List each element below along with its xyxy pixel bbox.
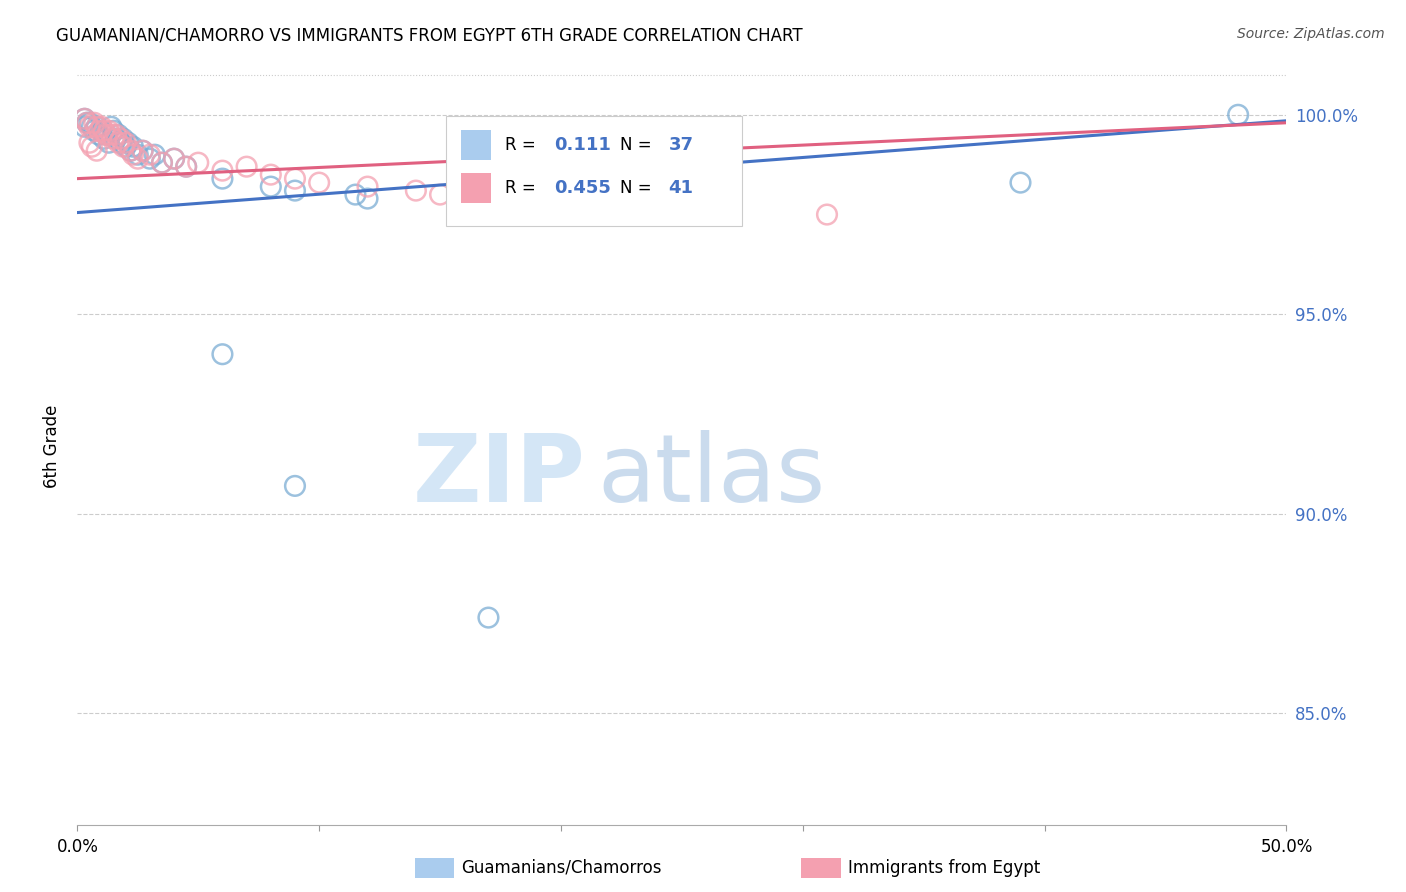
Y-axis label: 6th Grade: 6th Grade (44, 404, 62, 488)
Point (110, 136, 132, 150)
Point (139, 147, 162, 161)
Point (284, 479, 307, 493)
Point (211, 171, 233, 186)
Point (308, 176, 330, 190)
Point (79, 120, 101, 134)
Point (131, 144, 153, 158)
Point (90, 120, 112, 134)
Point (90, 124, 112, 138)
Point (83, 116, 105, 130)
Point (187, 155, 209, 169)
Point (127, 152, 149, 166)
Point (103, 132, 125, 146)
Point (114, 136, 136, 150)
FancyBboxPatch shape (446, 116, 742, 226)
Point (117, 136, 139, 150)
Point (79, 136, 101, 150)
Point (453, 192, 475, 206)
Text: GUAMANIAN/CHAMORRO VS IMMIGRANTS FROM EGYPT 6TH GRADE CORRELATION CHART: GUAMANIAN/CHAMORRO VS IMMIGRANTS FROM EG… (56, 27, 803, 45)
Text: R =: R = (505, 136, 541, 154)
Point (235, 160, 257, 174)
Text: R =: R = (505, 179, 541, 197)
Text: ZIP: ZIP (412, 430, 585, 523)
Point (107, 128, 129, 142)
Point (122, 139, 145, 153)
Point (76, 116, 98, 130)
Text: Immigrants from Egypt: Immigrants from Egypt (848, 859, 1040, 877)
Text: atlas: atlas (598, 430, 825, 523)
Point (174, 160, 197, 174)
Text: 0.111: 0.111 (554, 136, 610, 154)
Text: Source: ZipAtlas.com: Source: ZipAtlas.com (1237, 27, 1385, 41)
Point (112, 132, 135, 146)
Point (93, 124, 115, 138)
Point (122, 147, 145, 161)
Point (1010, 176, 1032, 190)
Point (127, 147, 149, 161)
Point (150, 155, 173, 169)
Point (96, 128, 118, 142)
Point (429, 187, 451, 202)
Point (143, 147, 166, 161)
Point (284, 184, 307, 198)
Point (550, 203, 572, 218)
Point (83, 124, 105, 138)
Point (112, 139, 135, 153)
Point (356, 192, 378, 206)
Point (211, 347, 233, 361)
Point (79, 116, 101, 130)
Text: 41: 41 (669, 179, 693, 197)
Text: N =: N = (620, 179, 657, 197)
Point (86, 120, 108, 134)
Point (815, 208, 838, 222)
Point (97, 136, 120, 150)
Point (73, 112, 96, 126)
Point (97, 124, 120, 138)
Point (405, 184, 427, 198)
Point (131, 144, 153, 158)
Point (96, 128, 118, 142)
Point (477, 195, 499, 210)
Point (86, 144, 108, 158)
Point (110, 132, 132, 146)
Point (86, 120, 108, 134)
Text: Guamanians/Chamorros: Guamanians/Chamorros (461, 859, 662, 877)
Point (87, 124, 110, 138)
Point (344, 187, 367, 202)
Bar (461, 173, 491, 203)
Point (120, 144, 142, 158)
Text: N =: N = (620, 136, 657, 154)
Point (163, 152, 186, 166)
Point (356, 179, 378, 194)
Point (80, 120, 103, 134)
Point (260, 168, 283, 182)
Point (76, 116, 98, 130)
Text: 0.455: 0.455 (554, 179, 610, 197)
Point (87, 128, 110, 142)
Point (150, 155, 173, 169)
Point (105, 132, 128, 146)
Point (73, 112, 96, 126)
Point (100, 128, 122, 142)
Point (107, 136, 129, 150)
Point (100, 120, 122, 134)
Point (103, 124, 125, 138)
Point (114, 139, 136, 153)
Point (1227, 108, 1250, 122)
Bar (461, 130, 491, 161)
Point (105, 128, 128, 142)
Point (163, 152, 186, 166)
Point (260, 179, 283, 194)
Point (211, 163, 233, 178)
Point (80, 139, 103, 153)
Point (73, 120, 96, 134)
Point (174, 160, 197, 174)
Point (477, 610, 499, 624)
Point (120, 144, 142, 158)
Point (489, 195, 512, 210)
Text: 37: 37 (669, 136, 693, 154)
Point (139, 152, 162, 166)
Point (284, 171, 307, 186)
Point (93, 132, 115, 146)
